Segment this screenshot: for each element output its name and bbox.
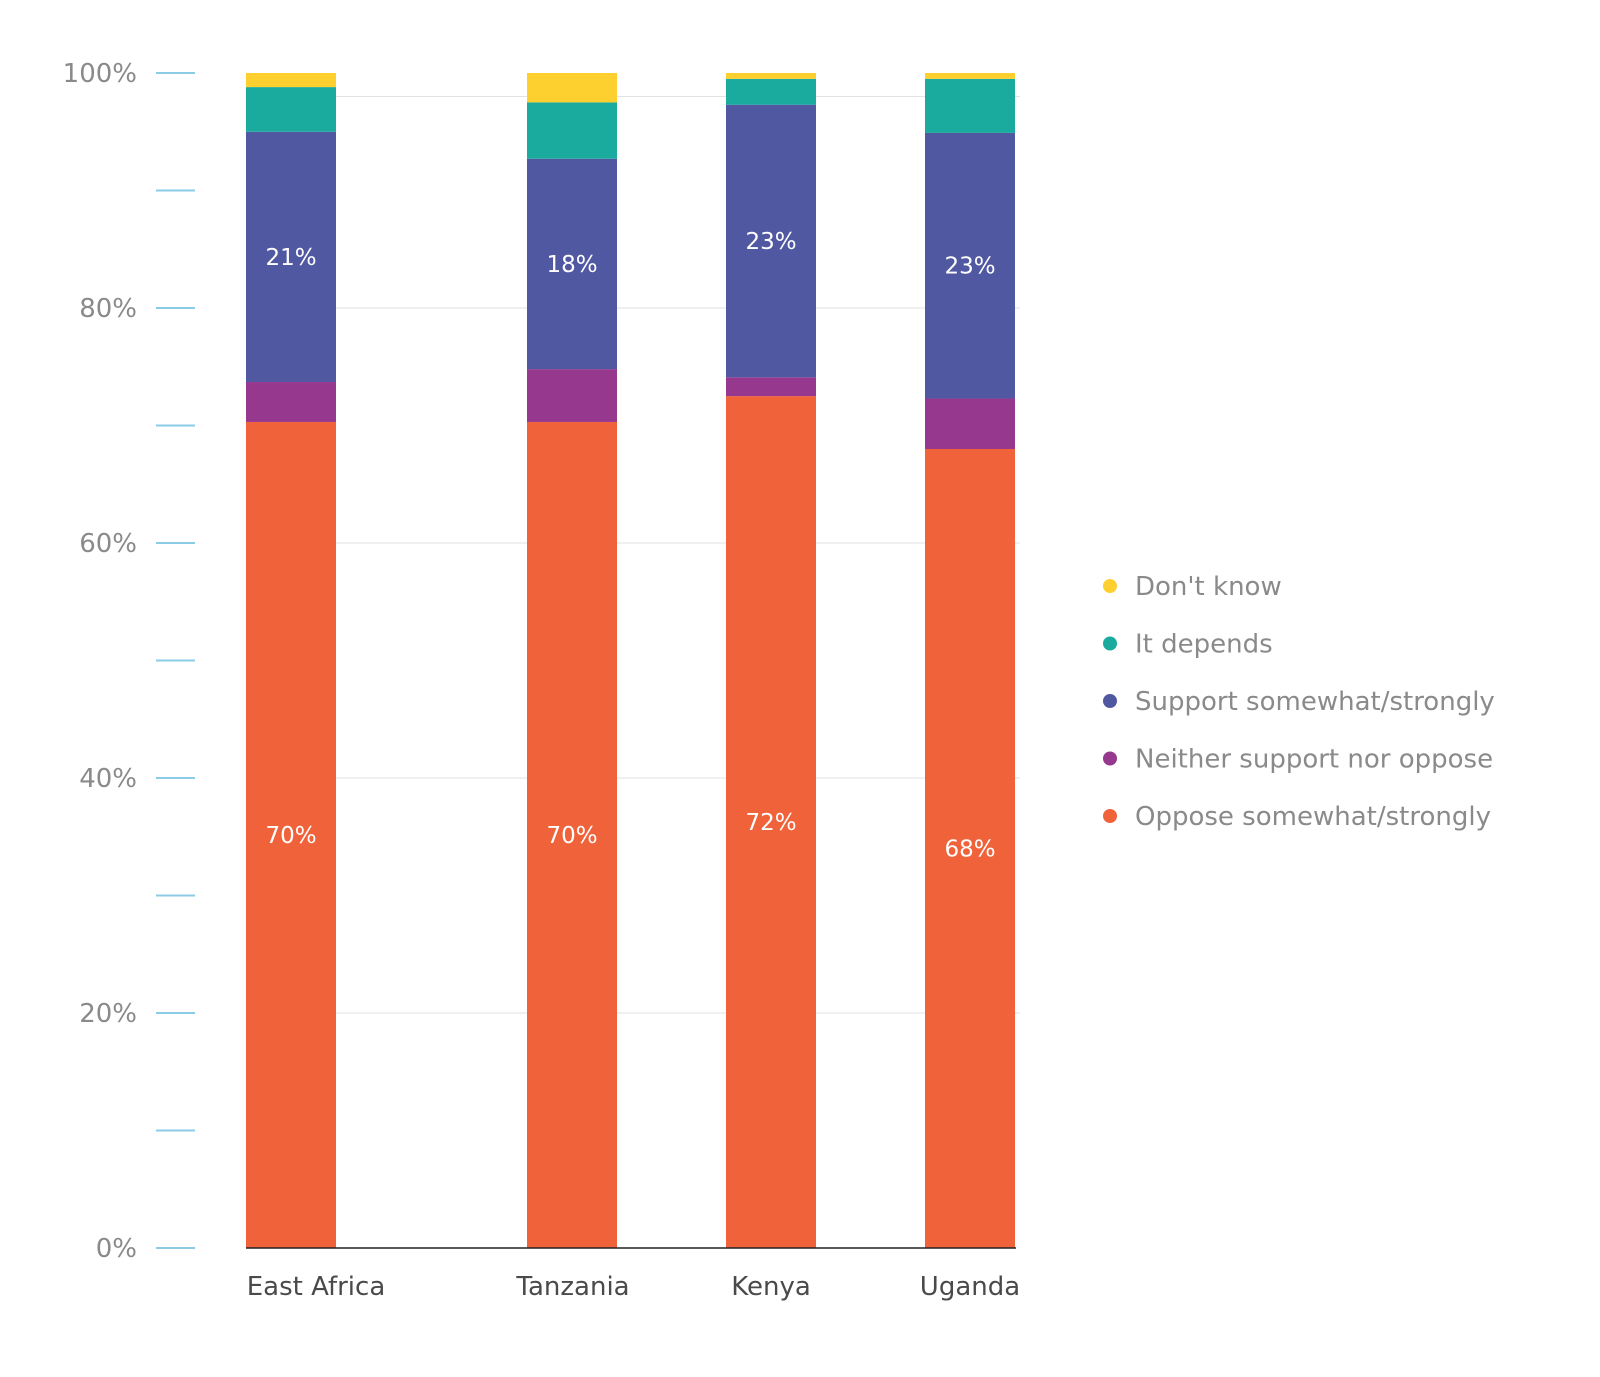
y-tick-label: 100% xyxy=(63,59,137,89)
legend-item: Neither support nor oppose xyxy=(1103,745,1493,775)
legend-item: Support somewhat/strongly xyxy=(1103,687,1495,717)
legend: Don't know It depends Support somewhat/str… xyxy=(1103,572,1495,832)
bar-segment xyxy=(925,398,1015,449)
bar-segment xyxy=(527,421,617,1249)
data-label: 72% xyxy=(745,810,796,836)
y-tick-label: 20% xyxy=(79,999,137,1029)
legend-swatch xyxy=(1103,751,1117,766)
legend-item: It depends xyxy=(1103,630,1273,660)
bar-segment xyxy=(527,102,617,159)
bar-segment xyxy=(925,449,1015,1248)
bar-segment xyxy=(527,369,617,422)
bar-segment xyxy=(925,132,1015,399)
bar-stack: 72% 23% xyxy=(726,73,816,1248)
bar-stack: 70% 18% xyxy=(527,73,617,1249)
x-tick-label: East Africa xyxy=(247,1272,386,1302)
bar-segment xyxy=(246,131,336,383)
legend-label: Neither support nor oppose xyxy=(1135,745,1493,775)
legend-swatch xyxy=(1103,809,1117,823)
legend-label: Oppose somewhat/strongly xyxy=(1135,802,1491,832)
y-tick-label: 60% xyxy=(79,529,137,559)
legend-item: Don't know xyxy=(1103,572,1282,602)
x-tick-label: Kenya xyxy=(731,1272,811,1302)
bar-stack: 70% 21% xyxy=(246,73,336,1249)
y-tick-label: 40% xyxy=(79,764,137,794)
data-label: 21% xyxy=(265,245,316,271)
bar-segment xyxy=(246,382,336,422)
bar-segment xyxy=(925,78,1015,133)
bar-segment xyxy=(925,73,1015,79)
bar-segment xyxy=(726,104,816,378)
legend-swatch xyxy=(1103,579,1117,593)
bar-segment xyxy=(527,158,617,370)
legend-swatch xyxy=(1103,694,1117,708)
bar-segment xyxy=(726,78,816,105)
gridlines xyxy=(246,96,1020,1014)
data-label: 68% xyxy=(944,837,995,863)
legend-item: Oppose somewhat/strongly xyxy=(1103,802,1491,832)
data-label: 18% xyxy=(546,252,597,278)
legend-label: Don't know xyxy=(1135,572,1282,602)
x-tick-label: Uganda xyxy=(920,1272,1020,1302)
bar-stack: 68% 23% xyxy=(925,73,1015,1248)
y-axis: 0% 20% 40% 60% 80% 100% xyxy=(63,59,195,1264)
bar-segment xyxy=(246,421,336,1249)
bar-segment xyxy=(726,73,816,79)
bar-segment xyxy=(726,396,816,1248)
data-label: 70% xyxy=(546,823,597,849)
x-tick-label: Tanzania xyxy=(515,1272,629,1302)
bar-segment xyxy=(726,377,816,397)
legend-swatch xyxy=(1103,636,1117,651)
legend-label: It depends xyxy=(1135,630,1273,660)
y-tick-label: 80% xyxy=(79,294,137,324)
bar-segment xyxy=(246,73,336,88)
legend-label: Support somewhat/strongly xyxy=(1135,687,1495,717)
data-label: 23% xyxy=(944,254,995,280)
bar-segment xyxy=(527,73,617,103)
y-tick-label: 0% xyxy=(96,1234,137,1264)
data-label: 70% xyxy=(265,823,316,849)
x-axis-labels: East Africa Tanzania Kenya Uganda xyxy=(247,1272,1020,1302)
bars: 70% 21% 70% 18% 72% 23% 68% 23% xyxy=(246,73,1015,1249)
data-label: 23% xyxy=(745,229,796,255)
bar-segment xyxy=(246,87,336,132)
